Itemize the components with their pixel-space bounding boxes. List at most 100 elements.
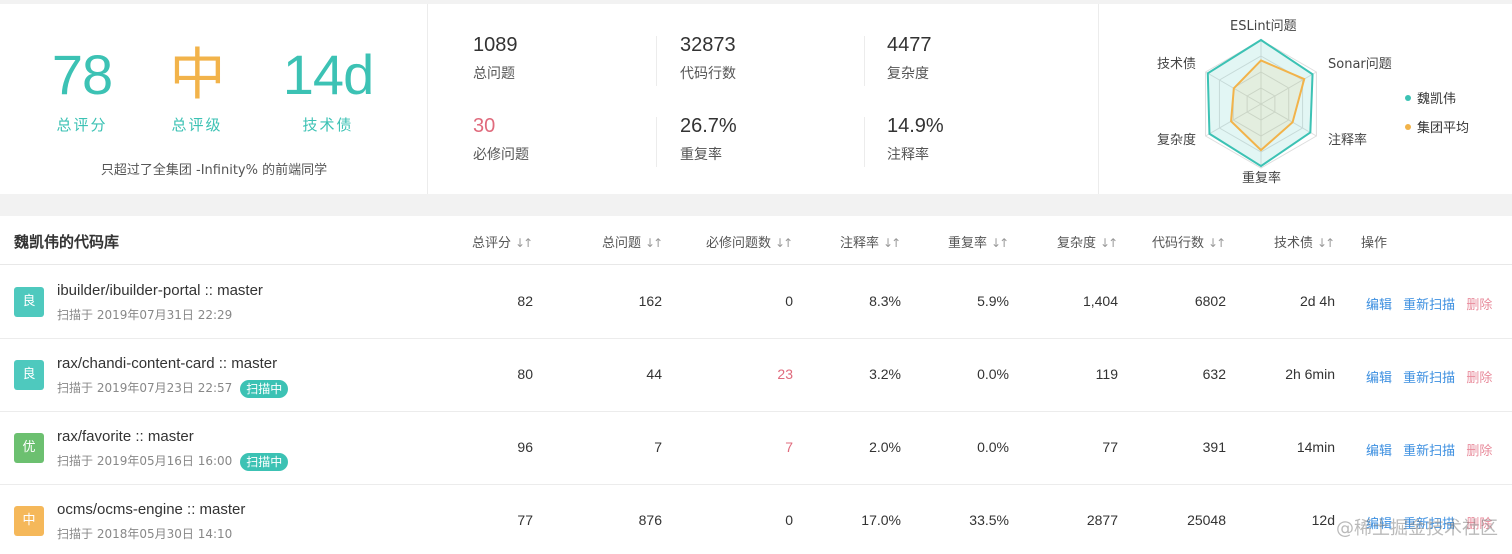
tech-debt-value: 14d <box>282 43 374 106</box>
column-header-must-fix[interactable]: 必修问题数 ↓↑ <box>706 232 793 251</box>
rescan-button[interactable]: 重新扫描 <box>1403 444 1456 459</box>
cell-score: 80 <box>517 366 533 382</box>
metric-value: 4477 <box>887 34 932 56</box>
cell-duplication: 33.5% <box>969 512 1009 528</box>
watermark: @稀土掘金技术社区 <box>1336 518 1498 539</box>
cell-must-fix: 23 <box>777 366 793 382</box>
cell-score: 77 <box>517 512 533 528</box>
legend-label: 集团平均 <box>1417 121 1470 136</box>
radar-legend: 魏凯伟 集团平均 <box>1405 88 1469 146</box>
edit-button[interactable]: 编辑 <box>1366 371 1393 386</box>
scan-time: 扫描于 2019年05月16日 16:00 扫描中 <box>57 452 289 471</box>
delete-button[interactable]: 删除 <box>1466 517 1493 532</box>
cell-comment-rate: 8.3% <box>869 293 901 309</box>
scan-time-text: 扫描于 2019年07月23日 22:57 <box>57 381 233 395</box>
column-label: 复杂度 <box>1057 236 1097 251</box>
tech-debt: 14d 技术债 <box>258 42 398 135</box>
column-label: 技术债 <box>1274 236 1314 251</box>
cell-issues: 44 <box>646 366 662 382</box>
repo-table: 魏凯伟的代码库 总评分 ↓↑ 总问题 ↓↑ 必修问题数 ↓↑ 注释率 ↓↑ 重复率 ↓↑ … <box>0 216 1512 554</box>
column-header-actions: 操作 <box>1361 236 1388 251</box>
total-score-value: 78 <box>51 43 113 106</box>
edit-button[interactable]: 编辑 <box>1366 444 1393 459</box>
repo-name[interactable]: rax/favorite :: master <box>57 428 194 445</box>
edit-button[interactable]: 编辑 <box>1366 298 1393 313</box>
metric-must-fix: 30 必修问题 <box>473 115 653 164</box>
metric-value: 30 <box>473 115 496 137</box>
metric-label: 代码行数 <box>680 66 736 82</box>
metric-value: 14.9% <box>887 115 944 137</box>
column-header-code-lines[interactable]: 代码行数 ↓↑ <box>1152 232 1226 251</box>
column-header-tech-debt[interactable]: 技术债 ↓↑ <box>1274 232 1335 251</box>
rescan-button[interactable]: 重新扫描 <box>1403 517 1456 532</box>
metric-value: 1089 <box>473 34 518 56</box>
rescan-button[interactable]: 重新扫描 <box>1403 371 1456 386</box>
grade-badge: 良 <box>14 360 44 390</box>
divider <box>864 117 865 167</box>
cell-comment-rate: 3.2% <box>869 366 901 382</box>
sort-icon: ↓↑ <box>991 236 1009 250</box>
cell-tech-debt: 2h 6min <box>1285 366 1335 382</box>
cell-comment-rate: 2.0% <box>869 439 901 455</box>
cell-code-lines: 6802 <box>1194 293 1226 309</box>
scan-time-text: 扫描于 2018年05月30日 14:10 <box>57 527 233 541</box>
cell-score: 82 <box>517 293 533 309</box>
cell-code-lines: 25048 <box>1187 512 1226 528</box>
metric-value: 26.7% <box>680 115 737 137</box>
sort-icon: ↓↑ <box>645 236 663 250</box>
legend-item-group-average[interactable]: 集团平均 <box>1405 117 1469 136</box>
repo-name[interactable]: ocms/ocms-engine :: master <box>57 501 246 518</box>
cell-complexity: 1,404 <box>1082 293 1118 309</box>
scan-time-text: 扫描于 2019年05月16日 16:00 <box>57 454 233 468</box>
delete-button[interactable]: 删除 <box>1466 298 1493 313</box>
grade-badge: 良 <box>14 287 44 317</box>
column-label: 重复率 <box>948 236 988 251</box>
row-actions: 编辑 重新扫描 删除 <box>1366 294 1492 313</box>
radar-axis-label: ESLint问题 <box>1230 19 1297 34</box>
scanning-badge: 扫描中 <box>240 379 289 398</box>
row-actions: 编辑 重新扫描 删除 <box>1366 513 1492 532</box>
cell-complexity: 119 <box>1095 366 1118 382</box>
sort-icon: ↓↑ <box>1100 236 1118 250</box>
table-row: 良 rax/chandi-content-card :: master 扫描于 … <box>0 339 1512 412</box>
legend-item-self[interactable]: 魏凯伟 <box>1405 88 1469 107</box>
column-header-issues[interactable]: 总问题 ↓↑ <box>602 232 663 251</box>
scan-time: 扫描于 2019年07月31日 22:29 <box>57 306 232 323</box>
metric-label: 重复率 <box>680 147 722 163</box>
delete-button[interactable]: 删除 <box>1466 444 1493 459</box>
cell-comment-rate: 17.0% <box>861 512 901 528</box>
repo-name[interactable]: rax/chandi-content-card :: master <box>57 355 278 372</box>
radar-grid-spoke <box>1260 71 1317 105</box>
sort-icon: ↓↑ <box>775 236 793 250</box>
rescan-button[interactable]: 重新扫描 <box>1403 298 1456 313</box>
table-row: 优 rax/favorite :: master 扫描于 2019年05月16日… <box>0 412 1512 485</box>
grade-badge: 中 <box>14 506 44 536</box>
metric-label: 复杂度 <box>887 66 929 82</box>
row-actions: 编辑 重新扫描 删除 <box>1366 440 1492 459</box>
metric-label: 必修问题 <box>473 147 529 163</box>
table-title: 魏凯伟的代码库 <box>14 233 120 251</box>
cell-must-fix: 0 <box>785 293 793 309</box>
legend-dot <box>1405 94 1411 101</box>
total-grade: 中 总评级 <box>127 42 267 135</box>
cell-duplication: 0.0% <box>977 439 1009 455</box>
legend-label: 魏凯伟 <box>1417 92 1457 107</box>
radar-axis-label: 技术债 <box>1157 57 1197 72</box>
column-header-complexity[interactable]: 复杂度 ↓↑ <box>1057 232 1118 251</box>
column-header-comment-rate[interactable]: 注释率 ↓↑ <box>840 232 901 251</box>
row-actions: 编辑 重新扫描 删除 <box>1366 367 1492 386</box>
edit-button[interactable]: 编辑 <box>1366 517 1393 532</box>
total-score: 78 总评分 <box>12 42 152 135</box>
divider <box>656 117 657 167</box>
sort-icon: ↓↑ <box>515 236 533 250</box>
column-header-duplication[interactable]: 重复率 ↓↑ <box>948 232 1009 251</box>
metrics-block: 1089 总问题 32873 代码行数 4477 复杂度 30 必修问题 26.… <box>428 4 1098 194</box>
column-header-score[interactable]: 总评分 ↓↑ <box>472 232 533 251</box>
radar-grid-spoke <box>1205 103 1262 137</box>
divider <box>864 36 865 86</box>
cell-issues: 7 <box>654 439 662 455</box>
scanning-badge: 扫描中 <box>240 452 289 471</box>
delete-button[interactable]: 删除 <box>1466 371 1493 386</box>
cell-code-lines: 632 <box>1202 366 1226 382</box>
repo-name[interactable]: ibuilder/ibuilder-portal :: master <box>57 282 263 299</box>
